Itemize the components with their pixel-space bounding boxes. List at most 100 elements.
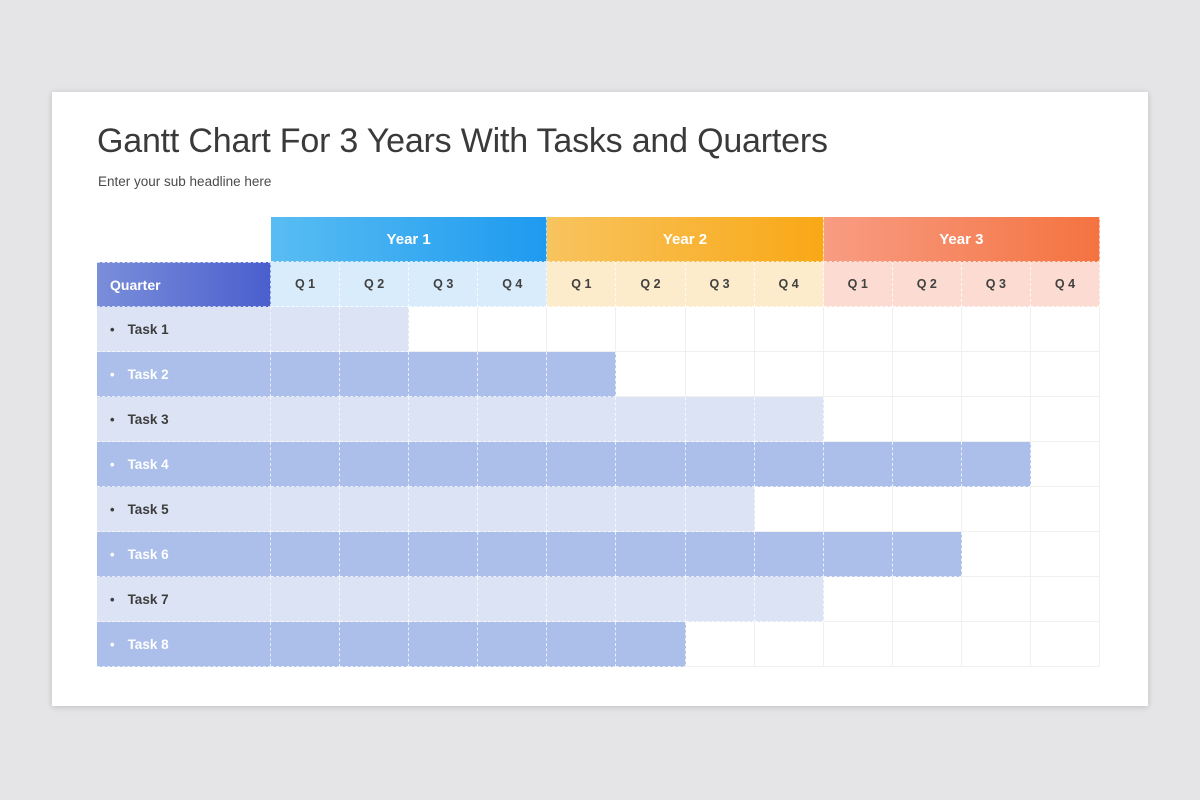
task-row: • Task 3 — [97, 397, 1100, 442]
task-row: • Task 2 — [97, 352, 1100, 397]
gantt-bar-cell — [340, 442, 410, 487]
year-row-spacer — [97, 217, 271, 262]
grid-cell — [823, 622, 893, 667]
gantt-bar-cell — [685, 577, 755, 622]
gantt-bar-cell — [409, 577, 479, 622]
gantt-bar-cell — [547, 487, 617, 532]
bullet-icon: • — [110, 366, 115, 382]
year-3-quarter-2-label: Q 2 — [892, 262, 962, 307]
task-row: • Task 4 — [97, 442, 1100, 487]
bullet-icon: • — [110, 456, 115, 472]
gantt-bar-cell — [271, 577, 341, 622]
gantt-bar-cell — [271, 532, 341, 577]
gantt-bar-cell — [271, 622, 341, 667]
task-name: Task 5 — [127, 501, 169, 517]
gantt-bar-cell — [478, 442, 548, 487]
task-name: Task 6 — [127, 546, 169, 562]
gantt-bar-cell — [754, 532, 824, 577]
grid-cell — [478, 307, 548, 352]
gantt-bar-cell — [340, 487, 410, 532]
grid-cell — [616, 307, 686, 352]
gantt-bar-cell — [409, 532, 479, 577]
grid-cell — [823, 487, 893, 532]
gantt-bar-cell — [547, 622, 617, 667]
task-name: Task 8 — [127, 636, 169, 652]
year-2-quarter-3-label: Q 3 — [685, 262, 755, 307]
grid-cell — [961, 307, 1031, 352]
gantt-bar-cell — [340, 577, 410, 622]
year-1-quarter-4-label: Q 4 — [478, 262, 548, 307]
grid-cell — [409, 307, 479, 352]
grid-cell — [892, 397, 962, 442]
grid-cell — [616, 352, 686, 397]
slide: Gantt Chart For 3 Years With Tasks and Q… — [52, 92, 1148, 706]
gantt-bar-cell — [754, 442, 824, 487]
gantt-bar-cell — [409, 622, 479, 667]
grid-cell — [823, 577, 893, 622]
gantt-bar-cell — [409, 352, 479, 397]
grid-cell — [961, 397, 1031, 442]
gantt-bar-cell — [547, 352, 617, 397]
task-label: • Task 1 — [97, 307, 271, 352]
gantt-bar-cell — [616, 622, 686, 667]
gantt-bar-cell — [478, 352, 548, 397]
gantt-bar-cell — [547, 577, 617, 622]
gantt-bar-cell — [340, 352, 410, 397]
grid-cell — [892, 622, 962, 667]
year-2-quarter-1-label: Q 1 — [547, 262, 617, 307]
gantt-bar-cell — [340, 307, 410, 352]
grid-cell — [1030, 622, 1100, 667]
gantt-bar-cell — [478, 487, 548, 532]
gantt-bar-cell — [547, 532, 617, 577]
gantt-bar-cell — [892, 442, 962, 487]
bullet-icon: • — [110, 411, 115, 427]
gantt-bar-cell — [271, 397, 341, 442]
task-row: • Task 5 — [97, 487, 1100, 532]
gantt-bar-cell — [409, 397, 479, 442]
grid-cell — [547, 307, 617, 352]
year-1-quarter-3-label: Q 3 — [409, 262, 479, 307]
year-2-quarter-4-label: Q 4 — [754, 262, 824, 307]
grid-cell — [754, 622, 824, 667]
bullet-icon: • — [110, 321, 115, 337]
gantt-bar-cell — [961, 442, 1031, 487]
task-name: Task 1 — [127, 321, 169, 337]
gantt-bar-cell — [547, 397, 617, 442]
task-label: • Task 7 — [97, 577, 271, 622]
gantt-bar-cell — [892, 532, 962, 577]
grid-cell — [1030, 397, 1100, 442]
grid-cell — [1030, 352, 1100, 397]
gantt-bar-cell — [685, 532, 755, 577]
task-row: • Task 1 — [97, 307, 1100, 352]
gantt-bar-cell — [616, 397, 686, 442]
gantt-bar-cell — [478, 532, 548, 577]
task-name: Task 2 — [127, 366, 169, 382]
grid-cell — [961, 622, 1031, 667]
year-3-quarter-3-label: Q 3 — [961, 262, 1031, 307]
grid-cell — [685, 307, 755, 352]
grid-cell — [961, 532, 1031, 577]
grid-cell — [1030, 577, 1100, 622]
gantt-bar-cell — [823, 532, 893, 577]
gantt-bar-cell — [340, 397, 410, 442]
year-1-quarter-1-label: Q 1 — [271, 262, 341, 307]
task-label: • Task 6 — [97, 532, 271, 577]
grid-cell — [1030, 487, 1100, 532]
gantt-bar-cell — [478, 622, 548, 667]
task-name: Task 7 — [127, 591, 169, 607]
year-1-quarter-2-label: Q 2 — [340, 262, 410, 307]
task-label: • Task 3 — [97, 397, 271, 442]
quarter-row-header: Quarter — [97, 262, 271, 307]
grid-cell — [685, 352, 755, 397]
year-header-row: Year 1 Year 2 Year 3 — [97, 217, 1100, 262]
page-title: Gantt Chart For 3 Years With Tasks and Q… — [97, 122, 828, 160]
gantt-bar-cell — [823, 442, 893, 487]
bullet-icon: • — [110, 636, 115, 652]
gantt-bar-cell — [685, 397, 755, 442]
grid-cell — [892, 352, 962, 397]
gantt-bar-cell — [547, 442, 617, 487]
page-subtitle: Enter your sub headline here — [98, 174, 272, 190]
grid-cell — [1030, 442, 1100, 487]
